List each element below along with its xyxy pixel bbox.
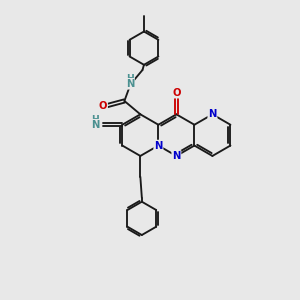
Text: N: N	[91, 120, 99, 130]
Text: O: O	[172, 88, 181, 98]
Text: N: N	[208, 109, 217, 119]
Text: O: O	[99, 100, 107, 110]
Text: H: H	[91, 115, 99, 124]
Text: N: N	[126, 79, 134, 89]
Text: N: N	[154, 140, 163, 151]
Text: N: N	[172, 151, 181, 161]
Text: H: H	[126, 74, 134, 83]
